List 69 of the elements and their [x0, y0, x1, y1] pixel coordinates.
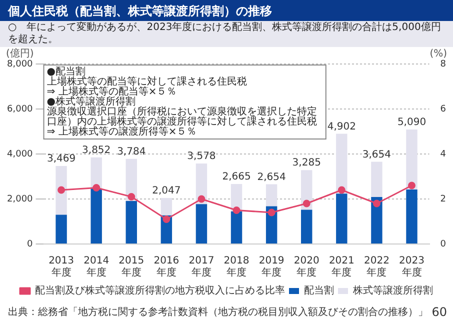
bar	[371, 196, 382, 244]
point	[58, 186, 66, 194]
point	[302, 200, 310, 208]
y-axis-title: (億円)	[6, 48, 34, 60]
x-tick-label: 2019年度	[258, 256, 284, 279]
x-tick-label: 2018年度	[224, 256, 250, 279]
legend-label: 株式等譲渡所得割	[352, 284, 433, 297]
point	[92, 184, 100, 192]
x-tick-label: 2014年度	[84, 256, 110, 279]
annotation: ⇒ 上場株式等の譲渡所得等×５％	[46, 126, 197, 138]
y2-axis-title: (%)	[430, 48, 448, 60]
x-tick-label: 2013年度	[48, 256, 74, 279]
y-tick-label: 0	[27, 239, 34, 250]
x-tick-label: 2020年度	[294, 256, 320, 279]
y2-tick-label: 6	[440, 104, 446, 114]
total-label: 5,090	[397, 117, 426, 128]
chart-subtitle: ○ 年によって変動があるが、2023年度における配当割、株式等譲渡所得割の合計は5,000億円を超えた。	[0, 21, 453, 47]
point	[198, 195, 206, 203]
bar	[336, 134, 348, 194]
y-tick-label: 6,000	[7, 104, 34, 114]
point	[408, 182, 416, 190]
bar	[196, 204, 208, 244]
chart-title: 個人住民税（配当割、株式等譲渡所得割）の推移	[0, 0, 453, 21]
total-label: 3,654	[362, 149, 392, 160]
legend-label: 配当割	[304, 284, 334, 297]
total-label: 3,469	[46, 154, 76, 165]
y-tick-label: 2,000	[7, 194, 34, 204]
bar	[56, 166, 67, 215]
bar	[90, 157, 102, 189]
total-label: 3,852	[82, 144, 111, 156]
source-note: 出典：総務省「地方税に関する参考計数資料（地方税の税目別収入額及びその割合の推移）」	[8, 306, 428, 319]
bar	[56, 214, 67, 244]
point	[162, 216, 170, 223]
x-tick-label: 2016年度	[154, 256, 180, 279]
total-label: 2,047	[152, 186, 181, 197]
total-label: 3,578	[187, 151, 216, 162]
bar	[406, 190, 418, 244]
y-tick-label: 4,000	[7, 149, 34, 160]
y2-tick-label: 0	[440, 239, 446, 250]
total-label: 2,665	[222, 172, 251, 183]
bar	[266, 184, 278, 206]
x-tick-label: 2017年度	[188, 256, 214, 279]
bar	[371, 162, 382, 197]
y2-tick-label: 4	[440, 149, 446, 160]
bar	[301, 210, 312, 244]
bar	[230, 211, 242, 244]
point	[338, 186, 346, 194]
x-tick-label: 2022年度	[364, 256, 390, 279]
point	[232, 206, 240, 214]
total-label: 3,784	[117, 146, 146, 158]
bar	[90, 188, 102, 244]
bar	[406, 129, 418, 190]
y-tick-label: 8,000	[7, 59, 34, 70]
legend-label: 配当割及び株式等譲渡所得割の地方税収入に占める比率	[35, 284, 285, 297]
x-tick-label: 2021年度	[328, 256, 354, 279]
bar	[126, 201, 137, 244]
point	[128, 193, 136, 200]
bar	[160, 198, 172, 216]
total-label: 2,654	[257, 172, 286, 183]
point	[372, 200, 380, 208]
x-tick-label: 2015年度	[118, 256, 144, 279]
total-label: 4,902	[327, 121, 356, 132]
point	[268, 208, 276, 216]
bar	[336, 194, 348, 244]
text: 60	[432, 305, 447, 319]
total-label: 3,285	[292, 158, 321, 169]
y2-tick-label: 8	[440, 59, 446, 70]
y2-tick-label: 2	[440, 194, 446, 204]
x-tick-label: 2023年度	[399, 256, 424, 279]
